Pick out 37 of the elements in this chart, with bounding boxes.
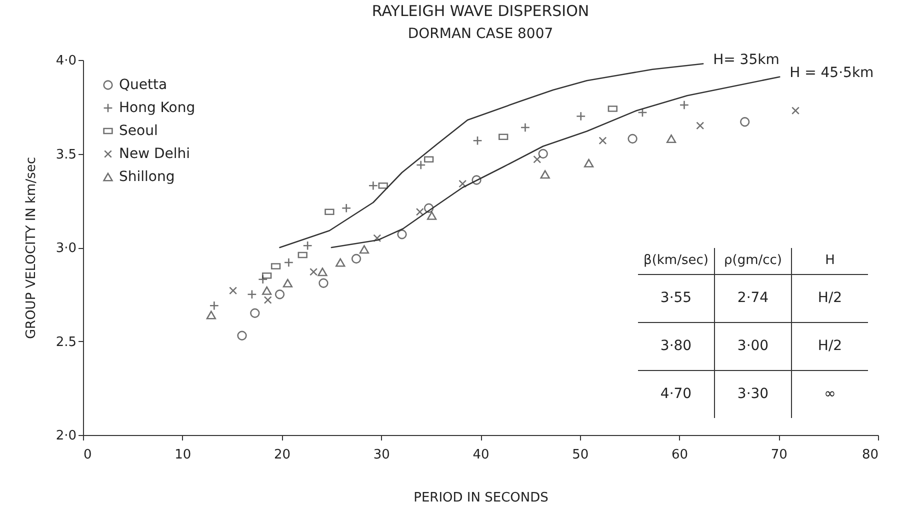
annotation: H/2 (792, 274, 868, 322)
chart-subtitle: DORMAN CASE 8007 (408, 26, 554, 42)
x-axis-title: PERIOD IN SECONDS (414, 490, 548, 506)
x-tick-label: 50 (572, 448, 589, 462)
annotation: ρ(gm/cc) (714, 248, 792, 274)
series-label: H = 45·5km (790, 64, 874, 81)
y-tick-label: 2.5 (56, 334, 76, 350)
chart-title: RAYLEIGH WAVE DISPERSION (372, 2, 590, 20)
legend-label: Seoul (119, 123, 158, 139)
annotation: 2·74 (714, 274, 792, 322)
x-tick-label: 10 (174, 448, 192, 462)
x-tick-label: 40 (472, 448, 490, 462)
annotation: 3·30 (714, 370, 792, 418)
x-tick-label: 80 (862, 448, 878, 462)
y-axis-title: GROUP VELOCITY IN km/sec (24, 156, 39, 340)
annotation: 3·55 (638, 274, 714, 322)
annotation: 3·80 (638, 322, 714, 370)
y-tick-label: 3.5 (56, 147, 76, 162)
annotation: ∞ (792, 370, 868, 418)
annotation: β(km/sec) (638, 248, 714, 274)
series-label: H= 35km (713, 52, 780, 68)
legend-label: Shillong (119, 169, 175, 185)
y-tick-label: 4·0 (56, 54, 76, 68)
x-tick-label: 20 (274, 448, 291, 462)
annotation: H/2 (792, 322, 868, 370)
legend-label: Quetta (119, 77, 168, 93)
y-tick-label: 2·0 (56, 428, 76, 444)
y-tick-label: 3·0 (56, 241, 76, 256)
x-tick-label: 30 (373, 448, 390, 462)
legend-label: Hong Kong (119, 100, 196, 116)
x-tick-label: 70 (770, 448, 788, 462)
annotation: 4·70 (638, 370, 714, 418)
annotation: H (792, 248, 868, 274)
legend-label: New Delhi (119, 146, 190, 162)
annotation: 3·00 (714, 322, 792, 370)
x-tick-label: 60 (671, 448, 688, 462)
x-tick-label: 0 (84, 448, 92, 462)
